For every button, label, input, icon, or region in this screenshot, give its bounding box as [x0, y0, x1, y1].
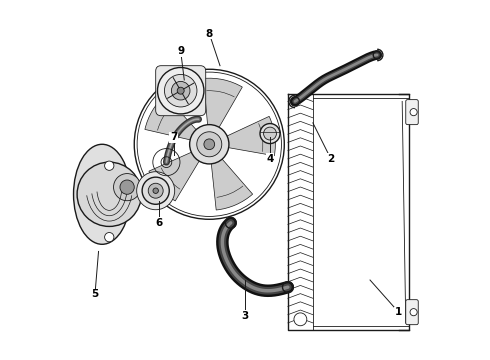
Text: 9: 9: [177, 46, 184, 57]
Circle shape: [204, 139, 215, 150]
Text: 5: 5: [91, 289, 98, 299]
Circle shape: [77, 162, 142, 226]
Circle shape: [104, 233, 114, 242]
Circle shape: [137, 172, 175, 210]
Text: 7: 7: [170, 132, 177, 142]
Circle shape: [51, 233, 60, 242]
Circle shape: [51, 161, 60, 170]
Circle shape: [177, 87, 184, 94]
Text: 6: 6: [156, 218, 163, 228]
Text: 1: 1: [395, 307, 402, 317]
Circle shape: [410, 309, 417, 316]
Text: 2: 2: [327, 154, 334, 163]
Circle shape: [114, 174, 141, 201]
Circle shape: [410, 109, 417, 116]
Circle shape: [134, 69, 284, 219]
Circle shape: [142, 177, 169, 204]
Wedge shape: [224, 116, 275, 156]
Ellipse shape: [74, 144, 131, 244]
Circle shape: [172, 81, 190, 100]
Wedge shape: [149, 151, 201, 201]
Text: 8: 8: [206, 28, 213, 39]
Text: 3: 3: [242, 311, 248, 321]
Wedge shape: [203, 78, 243, 130]
Circle shape: [120, 180, 134, 194]
FancyBboxPatch shape: [406, 300, 418, 325]
Circle shape: [294, 313, 307, 326]
Circle shape: [157, 67, 204, 114]
Circle shape: [264, 127, 276, 140]
Circle shape: [197, 132, 222, 157]
Circle shape: [104, 161, 114, 170]
Text: 4: 4: [267, 154, 274, 163]
Circle shape: [260, 123, 280, 144]
Circle shape: [190, 125, 229, 164]
Wedge shape: [145, 95, 198, 141]
FancyBboxPatch shape: [406, 100, 418, 125]
Wedge shape: [211, 156, 253, 210]
Circle shape: [153, 188, 158, 193]
Circle shape: [148, 183, 163, 198]
Circle shape: [137, 72, 281, 216]
Circle shape: [165, 75, 197, 107]
FancyBboxPatch shape: [156, 66, 206, 116]
